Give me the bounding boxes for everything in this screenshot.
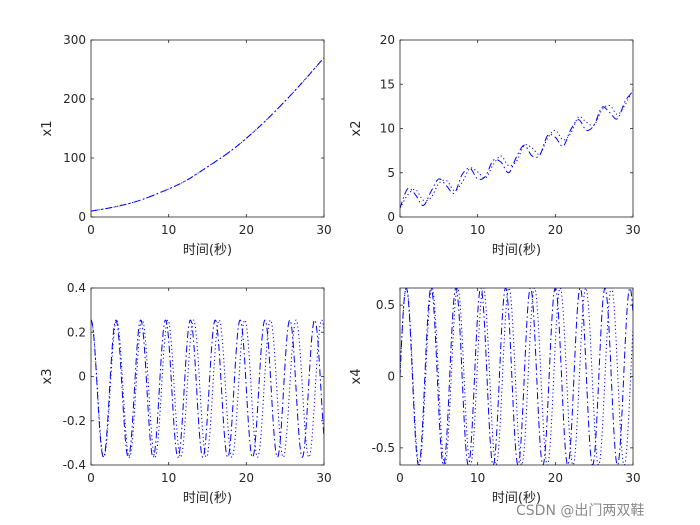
series-line-dotted bbox=[91, 319, 324, 458]
y-tick-label: 100 bbox=[63, 151, 86, 165]
y-tick-label: 0.2 bbox=[67, 325, 86, 339]
y-tick-label: -0.5 bbox=[372, 441, 395, 455]
x-tick-label: 10 bbox=[470, 223, 485, 237]
x-axis-label: 时间(秒) bbox=[183, 491, 232, 506]
series-line-dashdot bbox=[91, 319, 324, 458]
y-tick-label: 20 bbox=[380, 33, 395, 47]
x-tick-label: 10 bbox=[161, 223, 176, 237]
x-tick-label: 30 bbox=[625, 223, 640, 237]
axes-box bbox=[399, 287, 634, 466]
series-line-dotted bbox=[400, 89, 633, 209]
y-tick-label: 15 bbox=[380, 77, 395, 91]
x-axis-label: 时间(秒) bbox=[183, 243, 232, 258]
y-tick-label: 0 bbox=[78, 370, 86, 384]
x-tick-label: 10 bbox=[470, 471, 485, 485]
subplot-3: 0 10 20 30 -0.4 -0.2 0 0.2 0.4 时间(秒) x3 bbox=[40, 281, 332, 506]
x-tick-label: 20 bbox=[239, 471, 254, 485]
x-tick-label: 0 bbox=[87, 223, 95, 237]
x-axis-label: 时间(秒) bbox=[492, 491, 541, 506]
x-tick-label: 0 bbox=[87, 471, 95, 485]
x-tick-label: 0 bbox=[396, 471, 404, 485]
series-line-dotted bbox=[91, 57, 324, 212]
x-tick-label: 30 bbox=[316, 471, 331, 485]
y-tick-label: -0.4 bbox=[63, 458, 86, 472]
series-group bbox=[400, 89, 633, 209]
y-tick-label: 10 bbox=[380, 122, 395, 136]
y-axis-label: x4 bbox=[349, 369, 364, 385]
y-axis-label: x1 bbox=[40, 121, 55, 137]
x-tick-label: 30 bbox=[316, 223, 331, 237]
watermark-text: CSDN @出门两双鞋 bbox=[516, 503, 644, 519]
subplot-4: 0 10 20 30 -0.5 0 0.5 时间(秒) x4 bbox=[349, 287, 641, 506]
y-tick-label: 200 bbox=[63, 92, 86, 106]
y-tick-label: -0.2 bbox=[63, 414, 86, 428]
x-tick-label: 20 bbox=[548, 471, 563, 485]
y-tick-label: 0 bbox=[78, 210, 86, 224]
series-line-dashdot bbox=[91, 57, 324, 212]
series-group bbox=[91, 319, 324, 458]
series-line-dashdot bbox=[400, 91, 633, 209]
series-group bbox=[91, 57, 324, 212]
axes-box bbox=[399, 39, 634, 218]
subplot-2: 0 10 20 30 0 5 10 15 20 时间(秒) x2 bbox=[349, 33, 641, 258]
y-axis-label: x2 bbox=[349, 121, 364, 137]
y-tick-label: 300 bbox=[63, 33, 86, 47]
axes-box bbox=[90, 39, 325, 218]
y-tick-label: 0.4 bbox=[67, 281, 86, 295]
series-line-dotted bbox=[400, 288, 633, 465]
x-tick-label: 10 bbox=[161, 471, 176, 485]
y-axis-label: x3 bbox=[40, 369, 55, 385]
x-tick-label: 20 bbox=[548, 223, 563, 237]
x-tick-label: 0 bbox=[396, 223, 404, 237]
x-tick-label: 30 bbox=[625, 471, 640, 485]
y-tick-label: 5 bbox=[387, 166, 395, 180]
x-axis-label: 时间(秒) bbox=[492, 243, 541, 258]
y-tick-label: 0 bbox=[387, 370, 395, 384]
x-tick-label: 20 bbox=[239, 223, 254, 237]
series-line-dashdot bbox=[400, 288, 633, 465]
series-group bbox=[400, 288, 633, 465]
y-tick-label: 0 bbox=[387, 210, 395, 224]
y-tick-label: 0.5 bbox=[376, 298, 395, 312]
